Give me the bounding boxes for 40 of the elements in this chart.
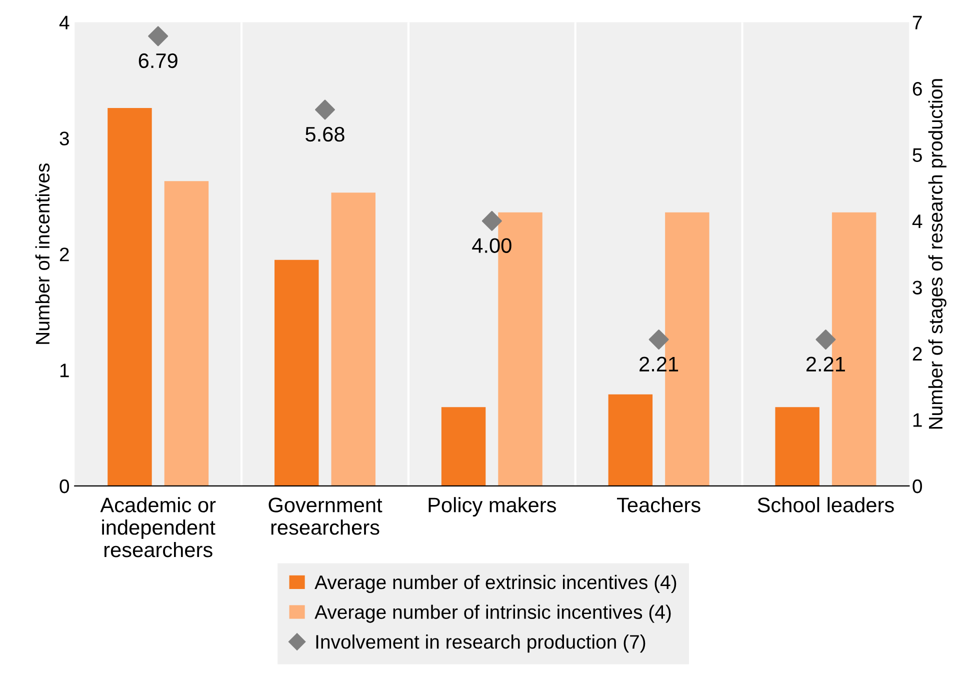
y-tick-label: 3 (60, 132, 69, 146)
y-axis-title: Number of incentives (35, 163, 50, 344)
bar (331, 192, 376, 486)
point (816, 330, 836, 350)
y2-tick-label: 1 (913, 413, 922, 427)
point (648, 330, 669, 350)
data-label: 2.21 (806, 356, 845, 372)
legend-label: Average number of extrinsic incentives (4) (314, 574, 676, 594)
y2-tick-label: 3 (912, 280, 922, 294)
y-tick-label: 0 (60, 479, 70, 494)
y2-tick-label: 6 (912, 82, 922, 96)
point (482, 210, 502, 231)
data-label: 4.00 (472, 238, 512, 253)
y2-tick-label: 2 (912, 346, 922, 361)
legend-label: Average number of intrinsic incentives (4) (314, 604, 671, 623)
y2-tick-label: 5 (912, 148, 922, 162)
y-tick-label: 1 (60, 364, 69, 378)
bar (108, 108, 152, 486)
x-tick-label: Government researchers (268, 498, 382, 535)
bar (274, 260, 319, 486)
x-tick-label: Academic or independent researchers (100, 497, 216, 558)
bar (608, 394, 653, 486)
x-tick-label: Teachers (617, 497, 700, 512)
y2-tick-label: 0 (912, 479, 922, 494)
data-label: 2.21 (640, 356, 678, 372)
y-tick-label: 4 (59, 16, 70, 30)
y2-axis-title: Number of stages of research production (928, 79, 946, 429)
y2-tick-label: 4 (912, 214, 922, 228)
x-tick-label: School leaders (758, 497, 894, 512)
y-tick-label: 2 (60, 248, 69, 262)
bar (441, 407, 486, 486)
y2-tick-label: 7 (912, 16, 922, 30)
data-label: 6.79 (138, 53, 178, 68)
bar (164, 181, 209, 486)
x-tick-label: Policy makers (428, 497, 556, 516)
legend-label: Involvement in research production (7) (316, 634, 646, 653)
point (148, 26, 168, 46)
bar (775, 407, 820, 486)
data-label: 5.68 (306, 126, 344, 142)
point (314, 100, 336, 120)
